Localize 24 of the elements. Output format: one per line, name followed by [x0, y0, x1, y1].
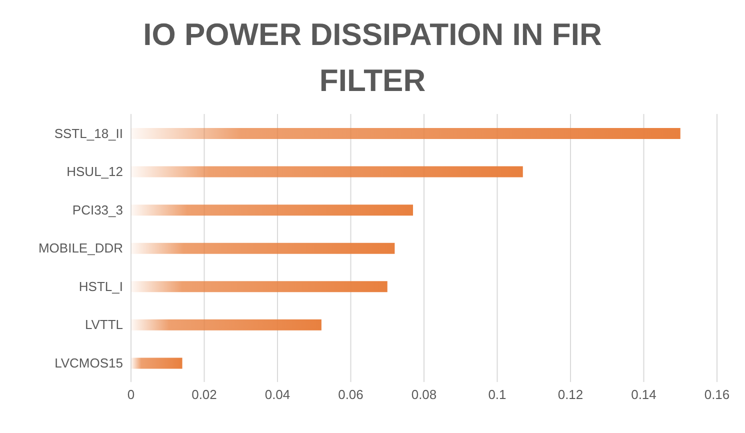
x-tick-label: 0.1	[488, 387, 506, 402]
x-tick-label: 0.08	[411, 387, 437, 402]
x-tick-label: 0.06	[338, 387, 364, 402]
y-tick-label: HSUL_12	[66, 164, 123, 180]
bar	[131, 204, 414, 216]
bar	[131, 166, 523, 178]
x-tick-label: 0.12	[558, 387, 584, 402]
y-tick-label: MOBILE_DDR	[38, 240, 123, 256]
x-tick-label: 0.16	[704, 387, 730, 402]
y-tick-label: PCI33_3	[72, 202, 123, 218]
x-tick-label: 0.14	[631, 387, 656, 402]
bar	[131, 319, 322, 330]
bar	[131, 242, 395, 254]
x-tick-label: 0	[127, 387, 135, 402]
y-tick-label: LVTTL	[84, 317, 123, 332]
x-tick-label: 0.04	[264, 387, 290, 402]
y-tick-label: SSTL_18_II	[54, 126, 123, 141]
chart-title: IO POWER DISSIPATION IN FIR FILTER	[142, 16, 603, 100]
bar	[131, 281, 388, 292]
y-tick-label: HSTL_I	[78, 278, 123, 294]
y-tick-label: LVCMOS15	[54, 355, 123, 370]
x-tick-label: 0.02	[192, 387, 217, 402]
bar	[131, 128, 680, 139]
bar	[131, 358, 182, 369]
